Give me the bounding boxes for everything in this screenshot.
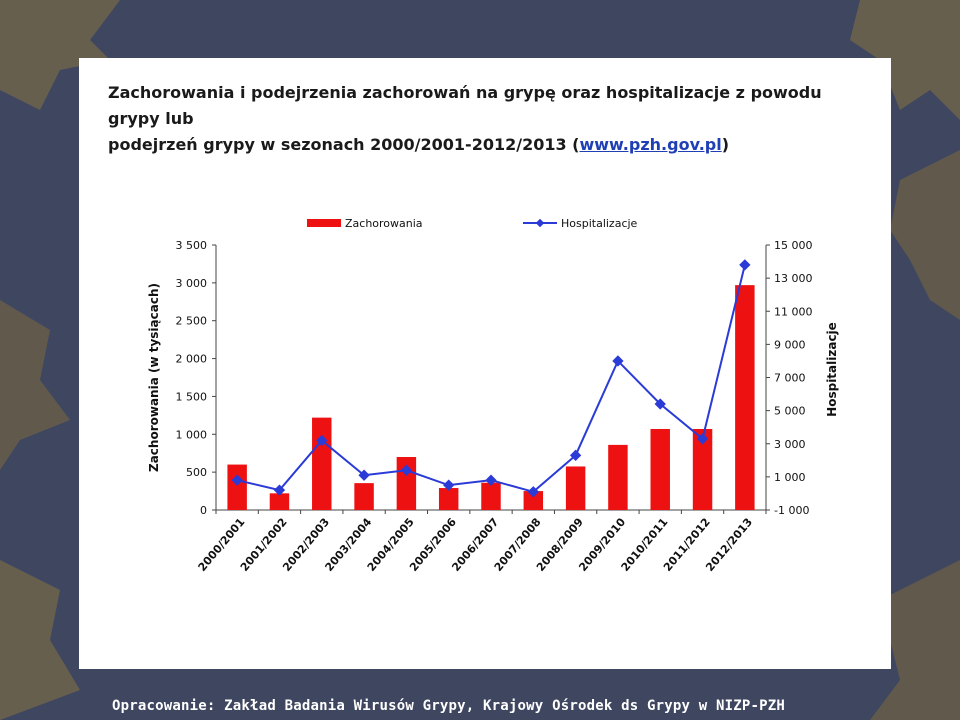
left-tick-label: 2 000 <box>176 353 208 366</box>
bar-zachorowania <box>735 285 755 510</box>
right-tick-label: 7 000 <box>774 372 806 385</box>
legend-marker-hospitalizacje <box>535 218 545 228</box>
point-hospitalizacje <box>654 398 666 410</box>
left-tick-label: 3 500 <box>176 239 208 252</box>
point-hospitalizacje <box>696 433 709 445</box>
y2-axis-title: Hospitalizacje <box>825 322 839 417</box>
right-tick-label: -1 000 <box>774 504 809 517</box>
bar-zachorowania <box>650 428 670 510</box>
legend-swatch-zachorowania <box>307 219 341 227</box>
bar-zachorowania <box>481 482 501 510</box>
title-line-1: Zachorowania i podejrzenia zachorowań na… <box>108 83 822 128</box>
title-line-2: podejrzeń grypy w sezonach 2000/2001-201… <box>108 132 868 158</box>
bar-zachorowania <box>354 483 374 510</box>
point-hospitalizacje <box>612 355 624 367</box>
right-tick-label: 11 000 <box>774 305 813 318</box>
point-hospitalizacje <box>739 259 751 271</box>
left-tick-label: 1 500 <box>176 390 208 403</box>
right-tick-label: 15 000 <box>774 239 813 252</box>
bar-zachorowania <box>565 466 586 510</box>
bar-zachorowania <box>269 493 290 510</box>
point-hospitalizacje <box>273 484 286 496</box>
slide-card <box>79 58 891 669</box>
point-hospitalizacje <box>231 474 243 486</box>
source-link[interactable]: www.pzh.gov.pl <box>579 135 722 154</box>
left-tick-label: 1 000 <box>176 428 208 441</box>
right-tick-label: 1 000 <box>774 471 806 484</box>
left-tick-label: 500 <box>186 466 207 479</box>
legend-label-zachorowania: Zachorowania <box>345 217 423 230</box>
left-tick-label: 2 500 <box>176 315 208 328</box>
bar-zachorowania <box>608 444 628 510</box>
chart-title: Zachorowania i podejrzenia zachorowań na… <box>108 80 868 158</box>
left-tick-label: 0 <box>200 504 207 517</box>
point-hospitalizacje <box>400 464 413 476</box>
title-line-2-prefix: podejrzeń grypy w sezonach 2000/2001-201… <box>108 135 580 154</box>
point-hospitalizacje <box>443 479 455 491</box>
legend-label-hospitalizacje: Hospitalizacje <box>561 217 638 230</box>
bar-zachorowania <box>312 417 332 510</box>
left-tick-label: 3 000 <box>176 277 208 290</box>
right-tick-label: 9 000 <box>774 338 806 351</box>
point-hospitalizacje <box>316 434 328 447</box>
y-axis-title: Zachorowania (w tysiącach) <box>147 283 161 472</box>
right-tick-label: 5 000 <box>774 405 806 418</box>
bar-zachorowania <box>523 491 544 510</box>
point-hospitalizacje <box>527 486 539 498</box>
bar-zachorowania <box>692 428 713 510</box>
point-hospitalizacje <box>358 469 370 481</box>
title-line-2-suffix: ) <box>721 135 730 154</box>
footer-credit: Opracowanie: Zakład Badania Wirusów Gryp… <box>112 698 786 714</box>
right-tick-label: 3 000 <box>774 438 806 451</box>
bar-zachorowania <box>438 488 459 510</box>
right-tick-label: 13 000 <box>774 272 813 285</box>
point-hospitalizacje <box>485 474 497 486</box>
point-hospitalizacje <box>569 449 582 462</box>
bar-zachorowania <box>227 464 247 510</box>
